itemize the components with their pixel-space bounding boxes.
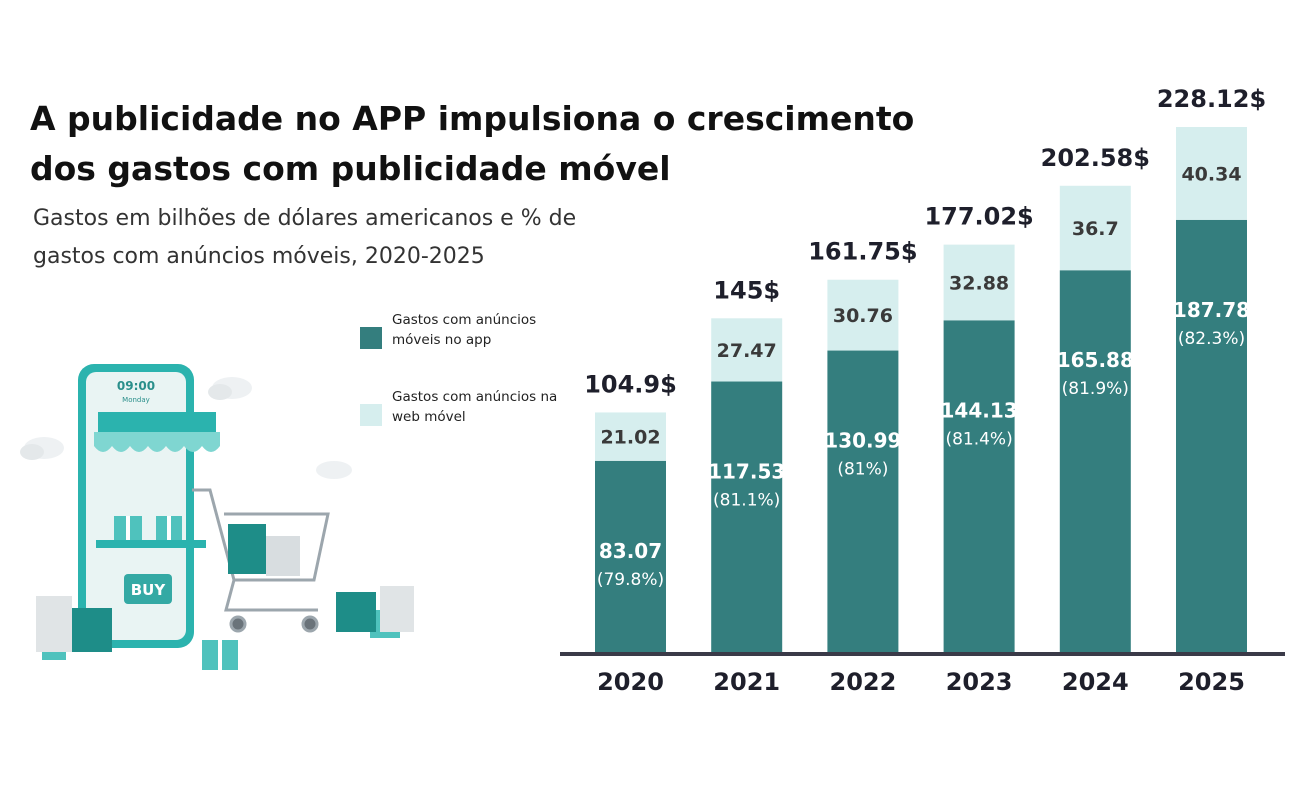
data-label-share-2021: (81.1%): [713, 491, 780, 511]
data-label-total-2022: 161.75$: [808, 238, 917, 266]
legend-swatch-app: [360, 327, 382, 349]
data-label-total-2021: 145$: [713, 276, 780, 304]
legend-swatch-web: [360, 404, 382, 426]
bar-app-2025: [1176, 219, 1247, 652]
bar-app-2023: [943, 320, 1015, 652]
buy-button-graphic: BUY: [124, 574, 172, 604]
bar-web-2025: [1176, 127, 1247, 220]
x-tick-label-2024: 2024: [1062, 668, 1129, 696]
phone-time: 09:00: [117, 379, 155, 393]
data-label-total-2024: 202.58$: [1041, 144, 1150, 172]
data-label-share-2025: (82.3%): [1178, 329, 1245, 349]
data-label-total-2020: 104.9$: [584, 370, 677, 398]
data-label-app-2023: 144.13: [941, 398, 1018, 422]
data-label-app-2025: 187.78: [1173, 298, 1250, 322]
data-label-share-2024: (81.9%): [1062, 379, 1129, 399]
x-tick-label-2022: 2022: [830, 668, 897, 696]
bar-web-2021: [711, 318, 783, 382]
shopping-cart-icon: [192, 488, 330, 633]
data-label-app-2020: 83.07: [599, 539, 662, 563]
data-label-web-2025: 40.34: [1181, 163, 1241, 185]
bar-web-2020: [595, 412, 666, 461]
data-label-share-2023: (81.4%): [945, 429, 1012, 449]
page-title: A publicidade no APP impulsiona o cresci…: [30, 99, 915, 188]
legend-label-app: Gastos com anúncios móveis no app: [392, 312, 537, 348]
x-tick-label-2020: 2020: [597, 668, 664, 696]
bar-web-2024: [1059, 185, 1131, 271]
cloud-icon: [20, 377, 352, 479]
data-label-web-2024: 36.7: [1072, 218, 1119, 240]
shop-awning-icon: [94, 412, 220, 548]
phone-day: Monday: [122, 396, 150, 404]
data-label-share-2022: (81%): [837, 460, 888, 480]
bar-app-2020: [595, 460, 666, 652]
bar-web-2023: [943, 244, 1015, 321]
chart-subtitle: Gastos em bilhões de dólares americanos …: [33, 206, 577, 269]
data-label-web-2022: 30.76: [833, 305, 893, 327]
bar-app-2021: [711, 381, 783, 652]
bar-web-2022: [827, 279, 899, 351]
data-label-web-2021: 27.47: [717, 340, 777, 362]
data-label-share-2020: (79.8%): [597, 570, 664, 590]
bar-app-2022: [827, 350, 899, 652]
buy-label: BUY: [131, 581, 167, 599]
data-label-web-2023: 32.88: [949, 272, 1009, 294]
data-label-web-2020: 21.02: [600, 427, 660, 449]
data-label-total-2025: 228.12$: [1157, 85, 1266, 113]
data-label-app-2021: 117.53: [708, 460, 785, 484]
bar-app-2024: [1059, 270, 1131, 652]
x-tick-label-2025: 2025: [1178, 668, 1245, 696]
legend-label-web: Gastos com anúncios na web móvel: [392, 389, 558, 425]
shopping-illustration: 09:00 Monday BUY: [20, 364, 414, 670]
data-label-total-2023: 177.02$: [924, 203, 1033, 231]
data-label-app-2024: 165.88: [1057, 348, 1134, 372]
data-label-app-2022: 130.99: [824, 429, 901, 453]
x-tick-label-2021: 2021: [713, 668, 780, 696]
shopping-bag-icon: [36, 524, 414, 652]
x-tick-label-2023: 2023: [946, 668, 1013, 696]
